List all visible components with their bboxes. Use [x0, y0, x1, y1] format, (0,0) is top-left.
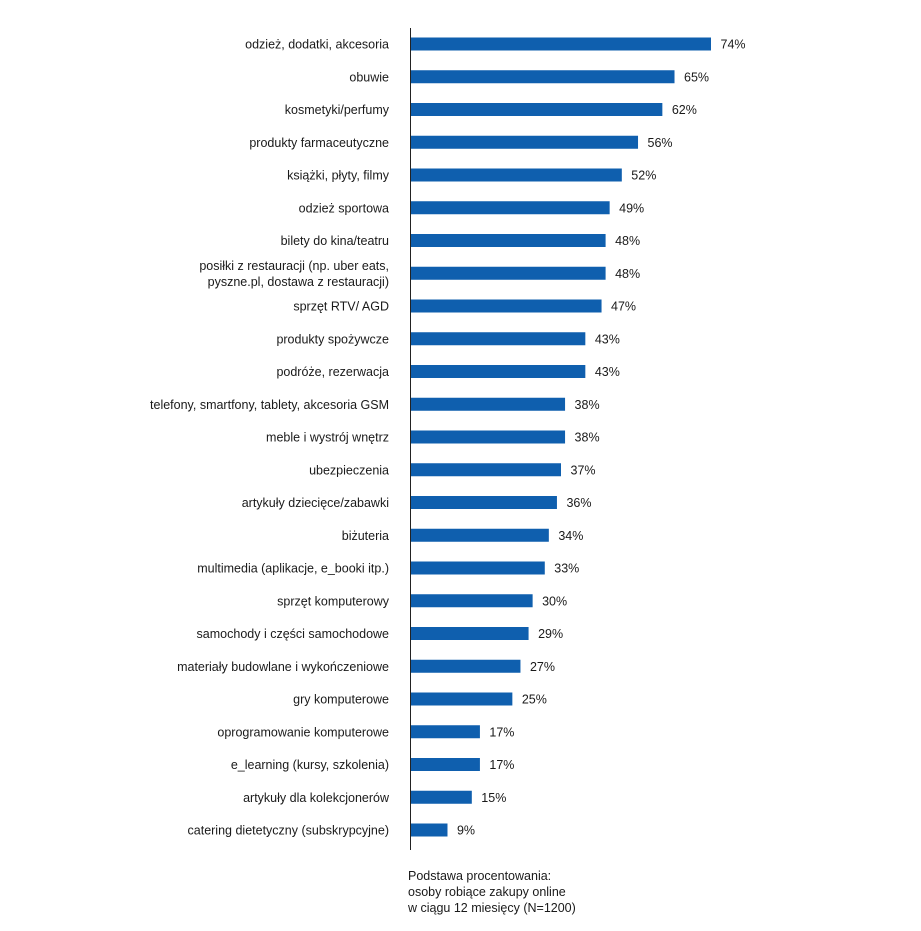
value-label-7: 48% [615, 234, 640, 248]
bar-10 [411, 332, 586, 346]
category-label-14: ubezpieczenia [309, 463, 389, 477]
value-label-22: 17% [489, 725, 514, 739]
category-label-12: telefony, smartfony, tablety, akcesoria … [150, 398, 389, 412]
value-label-17: 33% [554, 562, 579, 576]
bar-13 [411, 430, 566, 444]
value-label-19: 29% [538, 627, 563, 641]
category-label-19: samochody i części samochodowe [197, 627, 389, 641]
bar-12 [411, 397, 566, 411]
bar-1 [411, 37, 711, 51]
category-label-7: bilety do kina/teatru [281, 234, 389, 248]
bar-19 [411, 627, 529, 640]
bar-25 [411, 823, 448, 837]
category-label-22: oprogramowanie komputerowe [217, 725, 389, 739]
category-label-11: podróże, rezerwacja [276, 365, 389, 379]
value-label-12: 38% [575, 398, 600, 412]
value-label-15: 36% [566, 496, 591, 510]
bar-4 [411, 135, 639, 149]
bar-14 [411, 463, 561, 477]
value-label-4: 56% [648, 136, 673, 150]
bar-6 [411, 201, 610, 215]
category-label-5: książki, płyty, filmy [287, 169, 390, 183]
bar-23 [411, 758, 480, 771]
value-label-13: 38% [575, 431, 600, 445]
category-label-23: e_learning (kursy, szkolenia) [231, 758, 389, 772]
value-label-20: 27% [530, 660, 555, 674]
bar-7 [411, 234, 606, 247]
value-label-6: 49% [619, 201, 644, 215]
value-label-10: 43% [595, 332, 620, 346]
category-label-17: multimedia (aplikacje, e_booki itp.) [197, 562, 389, 576]
value-label-23: 17% [489, 758, 514, 772]
bar-16 [411, 528, 549, 542]
category-label-3: kosmetyki/perfumy [285, 103, 390, 117]
bar-5 [411, 168, 622, 182]
bar-11 [411, 365, 586, 378]
value-label-2: 65% [684, 70, 709, 84]
category-label-1: odzież, dodatki, akcesoria [245, 38, 389, 52]
value-label-8: 48% [615, 267, 640, 281]
value-label-11: 43% [595, 365, 620, 379]
category-label-13: meble i wystrój wnętrz [266, 431, 389, 445]
category-label-16: biżuteria [342, 529, 389, 543]
bar-8 [411, 266, 606, 280]
value-label-5: 52% [631, 169, 656, 183]
value-label-3: 62% [672, 103, 697, 117]
category-label-10: produkty spożywcze [276, 332, 389, 346]
bar-18 [411, 594, 533, 608]
value-label-21: 25% [522, 693, 547, 707]
category-label-6: odzież sportowa [299, 201, 389, 215]
value-label-1: 74% [721, 38, 746, 52]
bar-3 [411, 103, 663, 116]
value-label-24: 15% [481, 791, 506, 805]
category-label-4: produkty farmaceutyczne [249, 136, 389, 150]
value-label-18: 30% [542, 594, 567, 608]
category-label-9: sprzęt RTV/ AGD [293, 300, 389, 314]
value-label-9: 47% [611, 300, 636, 314]
category-label-20: materiały budowlane i wykończeniowe [177, 660, 389, 674]
bar-2 [411, 70, 675, 84]
base-note-line-1: Podstawa procentowania: [408, 869, 552, 883]
category-label-21: gry komputerowe [293, 693, 389, 707]
bar-22 [411, 725, 480, 739]
category-label-18: sprzęt komputerowy [277, 594, 390, 608]
category-label-24: artykuły dla kolekcjonerów [243, 791, 390, 805]
base-note-line-3: w ciągu 12 miesięcy (N=1200) [408, 901, 576, 915]
bar-15 [411, 496, 557, 509]
base-note: Podstawa procentowania: osoby robiące za… [408, 868, 576, 916]
category-label-2: obuwie [349, 70, 389, 84]
bar-20 [411, 659, 521, 673]
value-label-16: 34% [558, 529, 583, 543]
category-label-15: artykuły dziecięce/zabawki [242, 496, 389, 510]
bar-24 [411, 790, 472, 804]
bar-17 [411, 561, 545, 575]
category-label-8: posiłki z restauracji (np. uber eats, pys… [199, 259, 389, 289]
bar-9 [411, 299, 602, 313]
value-label-25: 9% [457, 824, 475, 838]
value-label-14: 37% [571, 463, 596, 477]
bar-21 [411, 692, 513, 706]
category-label-25: catering dietetyczny (subskrypcyjne) [188, 824, 389, 838]
base-note-line-2: osoby robiące zakupy online [408, 885, 566, 899]
